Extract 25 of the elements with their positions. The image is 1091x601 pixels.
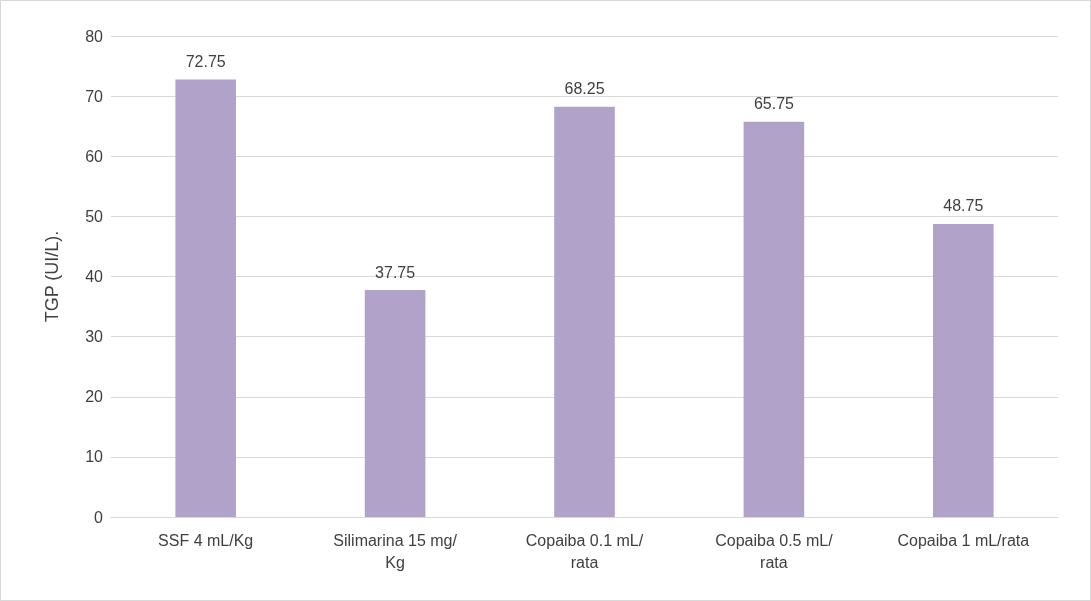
data-label: 65.75 xyxy=(753,95,795,113)
data-label: 37.75 xyxy=(375,263,416,281)
bar xyxy=(933,223,994,517)
y-tick-label: 20 xyxy=(85,388,104,406)
x-tick-label: Silimarina 15 mg/Kg xyxy=(333,531,458,571)
data-label: 68.25 xyxy=(564,80,605,98)
data-label: 48.75 xyxy=(943,197,984,215)
bar xyxy=(364,290,426,517)
y-tick-label: 50 xyxy=(85,207,104,225)
y-tick-label: 0 xyxy=(94,508,104,526)
bar xyxy=(743,121,805,517)
y-tick-label: 80 xyxy=(85,27,104,45)
y-tick-label: 40 xyxy=(85,268,104,285)
y-axis-title: TGP (UI/L). xyxy=(42,230,62,323)
bar xyxy=(175,79,236,517)
data-label: 72.75 xyxy=(185,53,226,71)
x-tick-label: SSF 4 mL/Kg xyxy=(158,531,254,549)
bar xyxy=(554,106,615,517)
x-tick-label: Copaiba 0.1 mL/rata xyxy=(525,531,644,571)
x-tick-label: Copaiba 0.5 mL/rata xyxy=(715,531,834,571)
y-tick-label: 70 xyxy=(85,87,104,105)
x-tick-label: Copaiba 1 mL/rata xyxy=(897,531,1030,549)
y-tick-label: 10 xyxy=(85,448,104,466)
y-tick-label: 60 xyxy=(85,147,104,165)
y-tick-label: 30 xyxy=(85,328,104,346)
